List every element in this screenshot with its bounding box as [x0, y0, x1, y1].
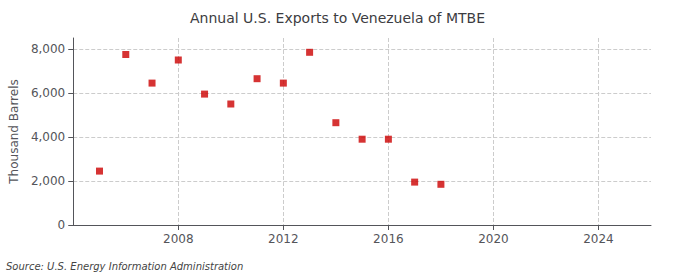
svg-text:2008: 2008 — [163, 232, 194, 246]
svg-text:2020: 2020 — [478, 232, 509, 246]
svg-text:4,000: 4,000 — [31, 130, 65, 144]
svg-text:Annual U.S. Exports to Venezue: Annual U.S. Exports to Venezuela of MTBE — [190, 10, 485, 26]
svg-text:Thousand Barrels: Thousand Barrels — [7, 79, 21, 184]
svg-text:Source: U.S. Energy Informatio: Source: U.S. Energy Information Administ… — [6, 261, 243, 272]
svg-text:2024: 2024 — [583, 232, 614, 246]
svg-text:6,000: 6,000 — [31, 86, 65, 100]
svg-text:0: 0 — [58, 218, 66, 232]
svg-text:2016: 2016 — [373, 232, 404, 246]
svg-text:2,000: 2,000 — [31, 174, 65, 188]
svg-text:8,000: 8,000 — [31, 42, 65, 56]
svg-text:2012: 2012 — [268, 232, 299, 246]
